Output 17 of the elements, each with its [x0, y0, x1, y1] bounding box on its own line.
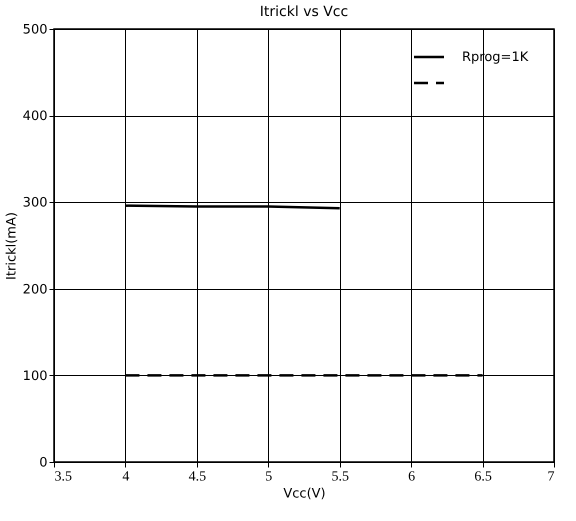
y-tick-label: 500 — [22, 22, 48, 38]
x-tick-label: 5.5 — [331, 470, 349, 484]
y-axis-title: Itrickl(mA) — [4, 212, 20, 280]
x-axis-title: Vcc(V) — [283, 486, 326, 502]
y-tick-label: 400 — [22, 109, 48, 124]
x-tick-label: 4.5 — [188, 470, 206, 484]
y-tick-label: 200 — [22, 282, 48, 298]
x-tick-label: 5 — [265, 470, 272, 484]
y-tick-label: 300 — [22, 196, 48, 211]
chart-title: Itrickl vs Vcc — [260, 4, 348, 20]
x-tick-label: 6 — [408, 470, 416, 484]
x-tick-label: 3.5 — [54, 470, 72, 484]
x-tick-label: 7 — [548, 470, 554, 484]
y-tick-label: 100 — [22, 368, 48, 384]
y-tick-label: 0 — [39, 456, 48, 470]
x-tick-label: 6.5 — [474, 470, 492, 484]
x-tick-label: 4 — [122, 470, 130, 484]
